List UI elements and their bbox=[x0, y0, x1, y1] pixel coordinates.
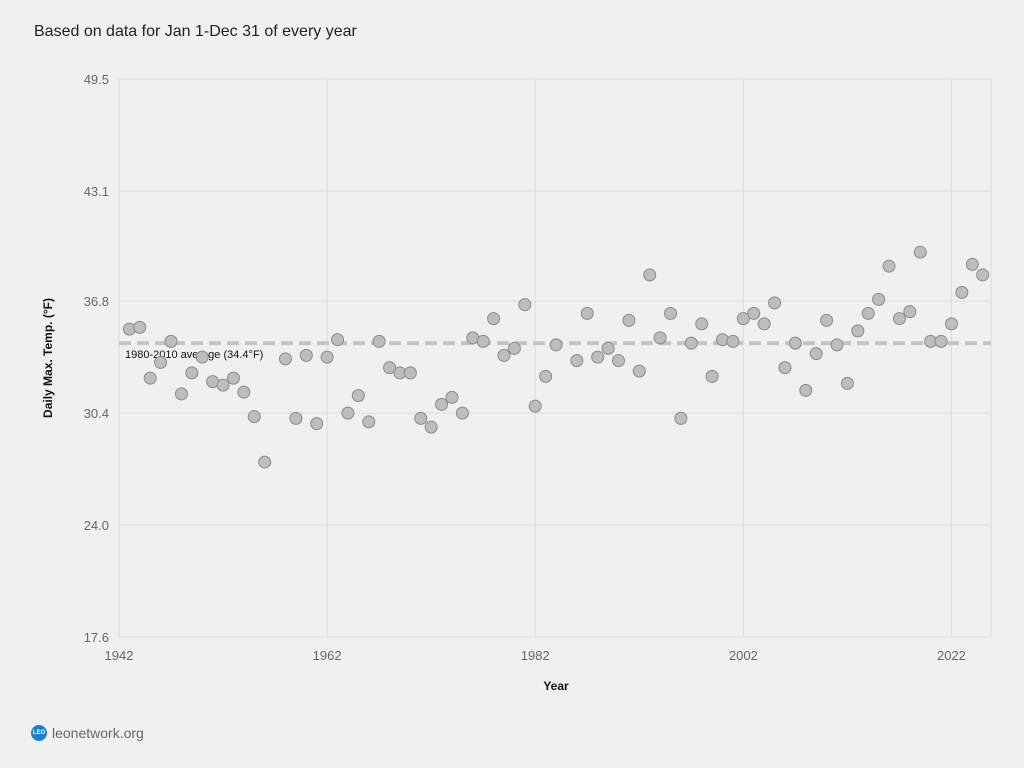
data-point bbox=[331, 333, 345, 347]
y-tick-label: 17.6 bbox=[84, 630, 109, 645]
data-point bbox=[653, 331, 667, 345]
footer: LEO leonetwork.org bbox=[31, 725, 144, 741]
data-point bbox=[289, 411, 303, 425]
data-point bbox=[455, 406, 469, 420]
data-point bbox=[299, 348, 313, 362]
y-axis-label: Daily Max. Temp. (°F) bbox=[41, 298, 55, 418]
y-tick-label: 30.4 bbox=[84, 406, 109, 421]
y-tick-label: 36.8 bbox=[84, 294, 109, 309]
data-point bbox=[913, 245, 927, 259]
data-point bbox=[320, 350, 334, 364]
data-point bbox=[278, 352, 292, 366]
data-point bbox=[851, 324, 865, 338]
data-point bbox=[258, 455, 272, 469]
chart-subtitle: Based on data for Jan 1-Dec 31 of every … bbox=[34, 23, 357, 40]
data-point bbox=[351, 389, 365, 403]
data-point bbox=[705, 369, 719, 383]
data-point bbox=[892, 312, 906, 326]
data-point bbox=[362, 415, 376, 429]
data-point bbox=[809, 347, 823, 361]
reference-line-label: 1980-2010 average (34.4°F) bbox=[125, 349, 263, 361]
data-point bbox=[216, 378, 230, 392]
data-point bbox=[133, 320, 147, 334]
data-point bbox=[310, 417, 324, 431]
data-point bbox=[903, 305, 917, 319]
data-point bbox=[570, 354, 584, 368]
data-point bbox=[164, 334, 178, 348]
leo-logo-icon[interactable]: LEO bbox=[31, 725, 47, 741]
x-tick-label: 1942 bbox=[105, 648, 134, 663]
data-point bbox=[247, 410, 261, 424]
data-point bbox=[757, 317, 771, 331]
data-point bbox=[768, 296, 782, 310]
data-point bbox=[736, 312, 750, 326]
data-point bbox=[799, 383, 813, 397]
data-point bbox=[976, 268, 990, 282]
data-point bbox=[611, 354, 625, 368]
data-point bbox=[944, 317, 958, 331]
data-point bbox=[580, 306, 594, 320]
x-tick-label: 1982 bbox=[521, 648, 550, 663]
x-tick-label: 1962 bbox=[313, 648, 342, 663]
data-point bbox=[185, 366, 199, 380]
y-tick-label: 49.5 bbox=[84, 72, 109, 87]
data-point bbox=[840, 376, 854, 390]
data-point bbox=[934, 334, 948, 348]
data-point bbox=[414, 411, 428, 425]
data-point bbox=[174, 387, 188, 401]
data-point bbox=[237, 385, 251, 399]
data-point bbox=[154, 355, 168, 369]
data-point bbox=[643, 268, 657, 282]
data-point bbox=[143, 371, 157, 385]
data-point bbox=[341, 406, 355, 420]
data-point bbox=[601, 341, 615, 355]
data-point bbox=[695, 317, 709, 331]
data-point bbox=[403, 366, 417, 380]
data-point bbox=[226, 371, 240, 385]
data-point bbox=[528, 399, 542, 413]
data-point bbox=[965, 257, 979, 271]
data-point bbox=[591, 350, 605, 364]
data-point bbox=[674, 411, 688, 425]
data-point bbox=[487, 312, 501, 326]
data-point bbox=[788, 336, 802, 350]
data-point bbox=[955, 285, 969, 299]
data-point bbox=[820, 313, 834, 327]
data-point bbox=[424, 420, 438, 434]
data-point bbox=[549, 338, 563, 352]
data-point bbox=[476, 334, 490, 348]
data-point bbox=[622, 313, 636, 327]
x-tick-label: 2022 bbox=[937, 648, 966, 663]
data-point bbox=[372, 334, 386, 348]
data-point bbox=[778, 361, 792, 375]
data-point bbox=[539, 369, 553, 383]
data-point bbox=[435, 397, 449, 411]
data-point bbox=[861, 306, 875, 320]
data-point bbox=[830, 338, 844, 352]
data-point bbox=[664, 306, 678, 320]
data-point bbox=[518, 298, 532, 312]
x-tick-label: 2002 bbox=[729, 648, 758, 663]
data-point bbox=[747, 306, 761, 320]
site-link[interactable]: leonetwork.org bbox=[52, 725, 144, 741]
y-tick-label: 43.1 bbox=[84, 184, 109, 199]
data-points bbox=[122, 245, 990, 469]
data-point bbox=[726, 334, 740, 348]
data-point bbox=[872, 292, 886, 306]
data-point bbox=[445, 390, 459, 404]
data-point bbox=[383, 361, 397, 375]
data-point bbox=[882, 259, 896, 273]
y-tick-label: 24.0 bbox=[84, 518, 109, 533]
axis-ticks: 17.6 24.0 30.4 36.8 43.1 49.5 1942 1962 1982 2002… bbox=[84, 72, 966, 663]
data-point bbox=[684, 336, 698, 350]
data-point bbox=[195, 350, 209, 364]
data-point bbox=[497, 348, 511, 362]
x-axis-label: Year bbox=[543, 679, 569, 693]
data-point bbox=[632, 364, 646, 378]
data-point bbox=[507, 341, 521, 355]
